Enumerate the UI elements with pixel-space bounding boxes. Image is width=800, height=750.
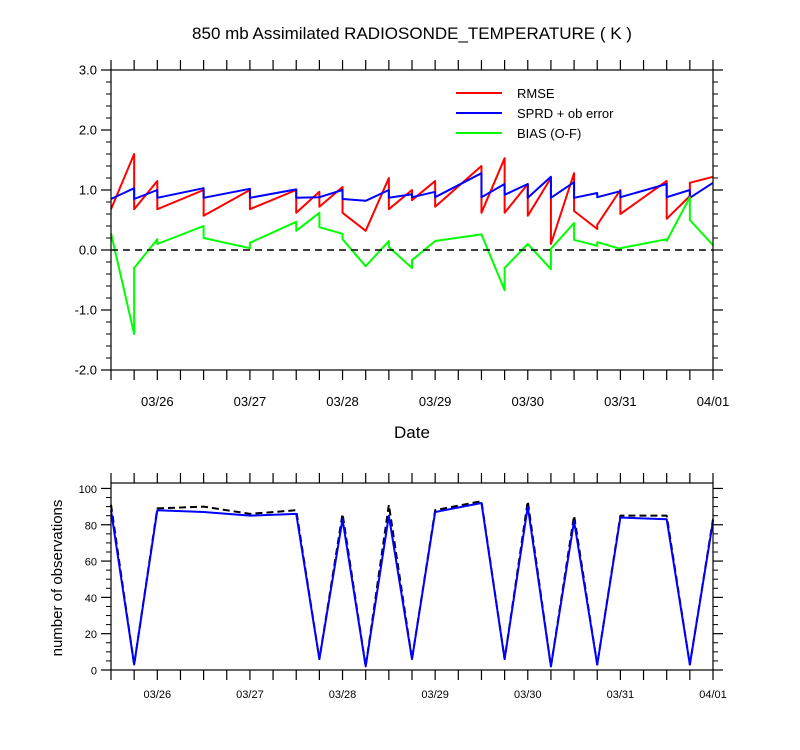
top-x-tick-label: 03/26 [141, 394, 174, 409]
bottom-y-tick-label: 100 [79, 484, 97, 496]
top-y-tick-label: 2.0 [79, 123, 97, 138]
top-series-line-1 [110, 153, 714, 245]
bottom-ticks-group: 03/26 03/27 03/28 03/29 03/30 03/31 04/01 0 20 40… [79, 473, 727, 701]
legend: RMSE SPRD + ob error BIAS (O-F) [456, 86, 614, 141]
bottom-y-tick-label: 0 [91, 666, 97, 678]
chart-title: 850 mb Assimilated RADIOSONDE_TEMPERATUR… [192, 24, 632, 43]
bottom-series-line-2 [110, 501, 714, 668]
legend-label-2: SPRD + ob error [517, 106, 614, 121]
bottom-y-axis-label: number of observations [49, 500, 66, 657]
bottom-y-tick-label: 60 [85, 557, 97, 569]
bottom-y-tick-label: 40 [85, 593, 97, 605]
top-plot-frame [110, 69, 714, 371]
top-series-line-2 [110, 172, 714, 202]
bottom-x-tick-label: 03/28 [329, 689, 357, 701]
top-x-tick-label: 03/27 [234, 394, 267, 409]
top-x-tick-label: 03/31 [604, 394, 637, 409]
top-y-tick-label: 3.0 [79, 63, 97, 78]
bottom-x-tick-label: 03/31 [607, 689, 635, 701]
top-x-tick-label: 03/28 [326, 394, 359, 409]
bottom-x-tick-label: 03/29 [421, 689, 449, 701]
bottom-x-tick-label: 03/30 [514, 689, 542, 701]
top-y-tick-label: -1.0 [75, 303, 97, 318]
bottom-series-group [110, 500, 714, 668]
bottom-x-tick-label: 03/26 [144, 689, 172, 701]
bottom-series-line-1 [110, 500, 714, 668]
bottom-y-tick-label: 80 [85, 520, 97, 532]
top-y-tick-label: 1.0 [79, 183, 97, 198]
bottom-plot: 03/26 03/27 03/28 03/29 03/30 03/31 04/01 0 20 40… [49, 473, 727, 701]
legend-label-3: BIAS (O-F) [517, 126, 581, 141]
bottom-x-tick-label: 04/01 [699, 689, 727, 701]
top-x-tick-label: 03/29 [419, 394, 452, 409]
top-series-group [110, 153, 714, 335]
top-series-line-3 [110, 196, 714, 335]
top-y-tick-label: 0.0 [79, 243, 97, 258]
top-x-tick-label: 03/30 [511, 394, 544, 409]
top-y-tick-label: -2.0 [75, 363, 97, 378]
top-x-axis-label: Date [394, 423, 430, 442]
bottom-x-tick-label: 03/27 [236, 689, 264, 701]
bottom-y-tick-label: 20 [85, 629, 97, 641]
top-ticks-group: 03/26 03/27 03/28 03/29 03/30 03/31 04/01 -2.0 -… [75, 60, 730, 409]
top-x-tick-label: 04/01 [697, 394, 730, 409]
top-plot: 03/26 03/27 03/28 03/29 03/30 03/31 04/01 -2.0 -… [75, 60, 730, 442]
legend-label-1: RMSE [517, 86, 555, 101]
